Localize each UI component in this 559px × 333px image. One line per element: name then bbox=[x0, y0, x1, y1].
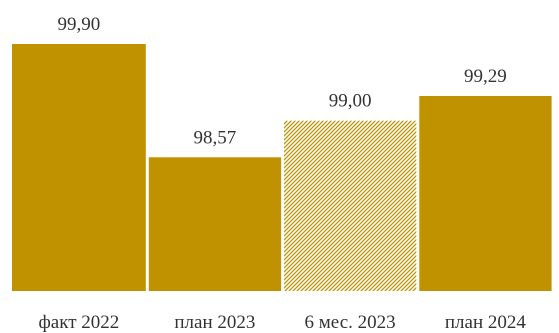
category-label-4: план 2024 bbox=[445, 312, 527, 333]
category-label-2: план 2023 bbox=[174, 312, 255, 333]
value-label-1: 99,90 bbox=[58, 14, 101, 35]
bar-4 bbox=[419, 96, 552, 291]
bar-3 bbox=[284, 120, 417, 291]
value-label-2: 98,57 bbox=[194, 127, 237, 148]
value-label-4: 99,29 bbox=[464, 66, 507, 87]
category-label-3: 6 мес. 2023 bbox=[305, 312, 396, 333]
bar-1 bbox=[12, 44, 146, 291]
category-labels-group: факт 2022 план 2023 6 мес. 2023 план 2024 bbox=[39, 312, 527, 333]
category-label-1: факт 2022 bbox=[39, 312, 120, 333]
bars-group bbox=[12, 44, 552, 291]
bar-2 bbox=[148, 157, 282, 291]
value-label-3: 99,00 bbox=[329, 91, 372, 112]
value-labels-group: 99,90 98,57 99,00 99,29 bbox=[58, 14, 507, 148]
